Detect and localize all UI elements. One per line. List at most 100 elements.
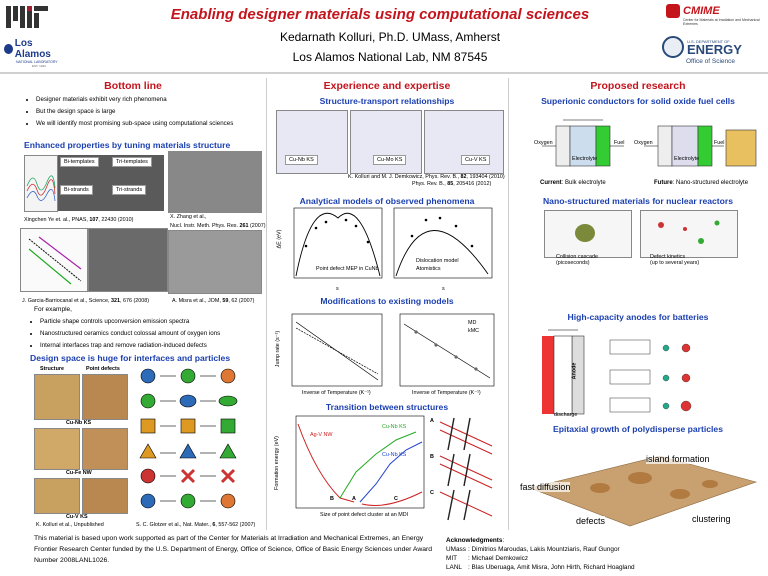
citation: Nucl. Instr. Meth. Phys. Res. 261 (2007): [170, 223, 266, 229]
point-defects-label: Point defects: [86, 366, 120, 372]
atomistics-label: Atomistics: [416, 266, 441, 272]
doe-seal-icon: [662, 36, 684, 58]
formation-energy-plot: Ag-V NW Cu-Nb KS Cu-Nb KS Formation ener…: [273, 414, 428, 522]
nanostructure-micrographs: Bi-templates Tri-templates Bi-strands Tr…: [58, 155, 164, 211]
electrolyte-label: Electrolyte: [674, 156, 700, 162]
letter-b: B: [430, 454, 434, 460]
letter-c: C: [394, 496, 398, 502]
conductivity-plot: [20, 228, 88, 292]
nano-structured-title: Nano-structured materials for nuclear re…: [542, 196, 734, 206]
clustering-label: clustering: [692, 514, 731, 524]
modifications-title: Modifications to existing models: [320, 296, 454, 306]
citation: S. C. Glotzer et al., Nat. Mater., 6, 55…: [136, 522, 256, 528]
analytical-models-title: Analytical models of observed phenomena: [299, 196, 475, 206]
anode-label: Anode: [571, 362, 578, 380]
cmime-logo: CMIME Center for Materials at Irradiatio…: [666, 4, 762, 26]
particle-shapes-grid: [138, 366, 264, 522]
structure-transport-title: Structure-transport relationships: [319, 96, 455, 106]
example-label: For example,: [34, 306, 72, 313]
legend-kmc: kMC: [468, 328, 480, 334]
transition-schematics: A B C: [430, 416, 502, 522]
fast-diffusion-label: fast diffusion: [520, 482, 571, 492]
cuv-structure: [34, 478, 80, 514]
list-item: Internal interfaces trap and remove radi…: [40, 340, 276, 352]
point-defect-label: Point defect MEP in CuNb: [316, 266, 379, 272]
defect-kinetics-image: [640, 210, 738, 258]
cufe-defects: [82, 428, 128, 470]
ack-title: Acknowledgments: [446, 537, 503, 544]
cufe-structure: [34, 428, 80, 470]
arrhenius-plots: Jump rate (s⁻¹) MD kMC Inverse of Temper…: [275, 310, 500, 400]
superionic-title: Superionic conductors for solid oxide fu…: [541, 96, 735, 106]
s-axis-label: s: [442, 286, 445, 292]
proposed-research-heading: Proposed research: [590, 80, 686, 92]
inverse-temp-axis-label: Inverse of Temperature (K⁻¹): [412, 390, 481, 396]
dislocation-label: Dislocation model: [416, 258, 459, 264]
cuv-interface-map: Cu-V KS: [424, 110, 504, 174]
cufe-label: Cu-Fe NW: [66, 470, 92, 476]
letter-c: C: [430, 490, 434, 496]
ack-row: LANL: Blas Uberuaga, Amit Misra, John Hi…: [446, 564, 635, 571]
list-item: Designer materials exhibit very rich phe…: [36, 94, 276, 106]
nano-electrolyte-diagram: Oxygen Fuel Electrolyte: [634, 116, 760, 176]
design-space-title: Design space is huge for interfaces and …: [30, 353, 231, 363]
discharge-label: discharge: [554, 412, 578, 418]
citation: Xingchen Ye et. al., PNAS, 107, 22430 (2…: [24, 217, 134, 223]
header-divider: [0, 72, 768, 74]
formation-energy-axis-label: Formation energy (eV): [273, 436, 280, 490]
lanl-logo: Los Alamos NATIONAL LABORATORY EST. 1943: [4, 38, 64, 68]
oxygen-label: Oxygen: [634, 140, 653, 146]
mit-logo: [6, 6, 48, 28]
structure-label: Structure: [40, 366, 64, 372]
cumo-interface-map: Cu-Mo KS: [350, 110, 422, 174]
list-item: Particle shape controls upconversion emi…: [40, 316, 276, 328]
inverse-temp-axis-label: Inverse of Temperature (K⁻¹): [302, 390, 371, 396]
defect-kinetics-label: Defect kinetics (up to several years): [650, 254, 700, 266]
epitaxial-title: Epitaxial growth of polydisperse particl…: [552, 424, 723, 434]
defects-label: defects: [576, 516, 606, 526]
island-formation-label: island formation: [646, 454, 710, 464]
cunb-ks-label: Cu-Nb KS: [382, 424, 407, 430]
citation: A. Misra et al., JOM, 59, 62 (2007): [172, 298, 255, 304]
cunb-label: Cu-Nb KS: [66, 420, 92, 426]
experience-heading: Experience and expertise: [323, 80, 451, 92]
list-item: But the design space is large: [36, 106, 276, 118]
column-divider: [266, 78, 267, 530]
citation: Phys. Rev. B., 85, 205416 (2012): [412, 181, 492, 187]
oxygen-label: Oxygen: [534, 140, 553, 146]
fuel-label: Fuel: [714, 140, 725, 146]
cunb-defects: [82, 374, 128, 420]
bulk-electrolyte-diagram: Oxygen Fuel Electrolyte: [534, 116, 628, 176]
citation: X. Zhang et al.,: [170, 214, 207, 220]
cunb-interface-map: Cu-Nb KS: [276, 110, 348, 174]
cuv-defects: [82, 478, 128, 514]
enhanced-properties-title: Enhanced properties by tuning materials …: [24, 140, 231, 150]
current-caption: Current: Bulk electrolyte: [540, 180, 606, 186]
citation: K. Kolluri and M. J. Demkowicz, Phys. Re…: [348, 174, 505, 180]
electrolyte-label: Electrolyte: [572, 156, 598, 162]
transition-title: Transition between structures: [325, 402, 449, 412]
list-item: We will identify most promising sub-spac…: [36, 118, 276, 130]
letter-b: B: [330, 496, 334, 502]
tem-micrographs: [168, 151, 262, 213]
cunb-ks-label: Cu-Nb KS: [382, 452, 407, 458]
cathode-label: Cathode: [537, 360, 544, 382]
size-axis-label: Size of point defect cluster at an MDI: [320, 512, 409, 518]
anodes-title: High-capacity anodes for batteries: [567, 312, 709, 322]
ack-row: MIT: Michael Demkowicz: [446, 555, 529, 562]
lanl-globe-icon: [4, 44, 13, 54]
epitaxial-growth-image: island formation fast diffusion defects …: [520, 438, 760, 532]
letter-a: A: [352, 496, 356, 502]
citation: J. Garcia-Barriocanal et al., Science, 3…: [22, 298, 150, 304]
funding-statement: This material is based upon work support…: [34, 535, 433, 564]
hrtem-interface: [88, 228, 168, 292]
energy-path-plots: ΔE (eV) Point defect MEP in CuNb Disloca…: [276, 206, 500, 294]
interface-stack-image: [168, 230, 262, 294]
cunb-structure: [34, 374, 80, 420]
acknowledgments: Acknowledgments: UMass: Dimitrios Maroud…: [446, 536, 766, 572]
fuel-label: Fuel: [614, 140, 625, 146]
delta-e-axis-label: ΔE (eV): [276, 229, 283, 249]
bottom-line-heading: Bottom line: [104, 80, 162, 92]
s-axis-label: s: [336, 286, 339, 292]
jump-rate-axis-label: Jump rate (s⁻¹): [275, 330, 282, 368]
